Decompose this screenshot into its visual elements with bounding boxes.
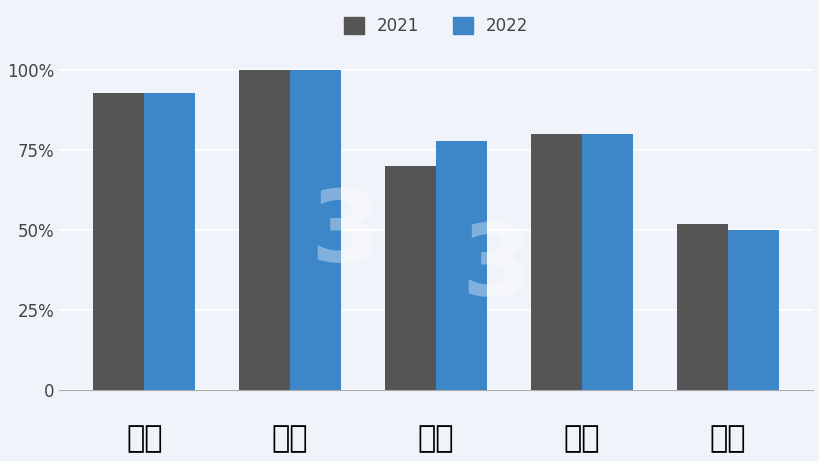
Bar bbox=[93, 93, 144, 390]
Bar bbox=[581, 134, 632, 390]
Text: 🇨🇱: 🇨🇱 bbox=[418, 424, 454, 453]
Text: 3: 3 bbox=[461, 220, 531, 317]
Bar bbox=[726, 230, 778, 390]
Text: 🇦🇷: 🇦🇷 bbox=[126, 424, 162, 453]
Text: 3: 3 bbox=[310, 186, 380, 283]
Bar bbox=[290, 70, 341, 390]
Legend: 2021, 2022: 2021, 2022 bbox=[335, 8, 536, 43]
Text: 🇧🇷: 🇧🇷 bbox=[272, 424, 308, 453]
Text: 🇲🇽: 🇲🇽 bbox=[708, 424, 745, 453]
Text: 🇨🇴: 🇨🇴 bbox=[563, 424, 600, 453]
Bar bbox=[676, 224, 726, 390]
Bar bbox=[144, 93, 195, 390]
Bar bbox=[530, 134, 581, 390]
Bar bbox=[385, 166, 436, 390]
Bar bbox=[436, 141, 486, 390]
Bar bbox=[239, 70, 290, 390]
